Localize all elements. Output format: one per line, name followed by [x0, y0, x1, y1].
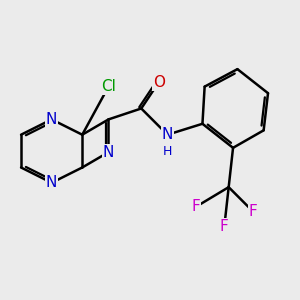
Text: N: N	[46, 175, 57, 190]
Text: N: N	[46, 112, 57, 127]
Text: H: H	[163, 145, 172, 158]
Text: N: N	[162, 127, 173, 142]
Text: N: N	[103, 145, 114, 160]
Text: F: F	[220, 219, 229, 234]
Text: O: O	[153, 75, 165, 90]
Text: F: F	[191, 199, 200, 214]
Text: F: F	[248, 204, 257, 219]
Text: Cl: Cl	[101, 79, 116, 94]
